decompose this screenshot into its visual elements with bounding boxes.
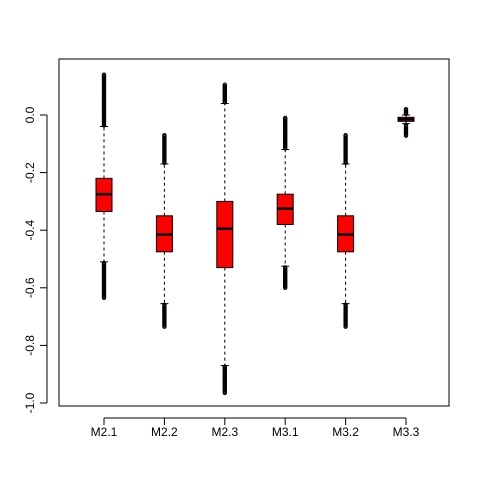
box-m2-1	[95, 72, 113, 301]
outlier-point	[403, 133, 409, 138]
outlier-point	[343, 324, 348, 329]
outlier-point	[222, 82, 228, 87]
y-tick-label: -1.0	[23, 392, 37, 413]
outlier-point	[283, 285, 288, 290]
plot-frame	[58, 58, 450, 407]
box-m3-3	[397, 107, 415, 138]
x-tick-label: M3.2	[332, 425, 359, 439]
box-m3-2	[337, 132, 355, 329]
x-axis: M2.1 M2.2 M2.3 M3.1 M3.2 M3.3	[91, 417, 420, 439]
y-tick-label: -0.4	[23, 220, 37, 241]
box-m2-3	[216, 82, 234, 396]
outlier-point	[403, 107, 409, 112]
outlier-point	[222, 390, 228, 396]
x-tick-label: M3.3	[393, 425, 420, 439]
x-tick-label: M2.3	[211, 425, 238, 439]
outlier-point	[101, 295, 107, 301]
outlier-point	[162, 132, 167, 138]
x-tick-label: M2.2	[151, 425, 178, 439]
outlier-point	[162, 324, 167, 329]
boxes	[95, 72, 415, 396]
x-tick-label: M2.1	[91, 425, 118, 439]
outlier-point	[101, 72, 107, 77]
box-iqr	[216, 200, 234, 269]
outlier-point	[283, 115, 288, 121]
box-m2-2	[155, 132, 173, 329]
box-m3-1	[276, 115, 294, 290]
y-tick-label: -0.6	[23, 277, 37, 298]
x-tick-label: M3.1	[272, 425, 299, 439]
y-tick-label: -0.8	[23, 335, 37, 356]
outlier-point	[343, 132, 348, 138]
y-tick-label: -0.2	[23, 162, 37, 183]
y-tick-label: 0.0	[23, 106, 37, 123]
y-axis: -1.0 -0.8 -0.6 -0.4 -0.2 0.0	[23, 106, 48, 413]
